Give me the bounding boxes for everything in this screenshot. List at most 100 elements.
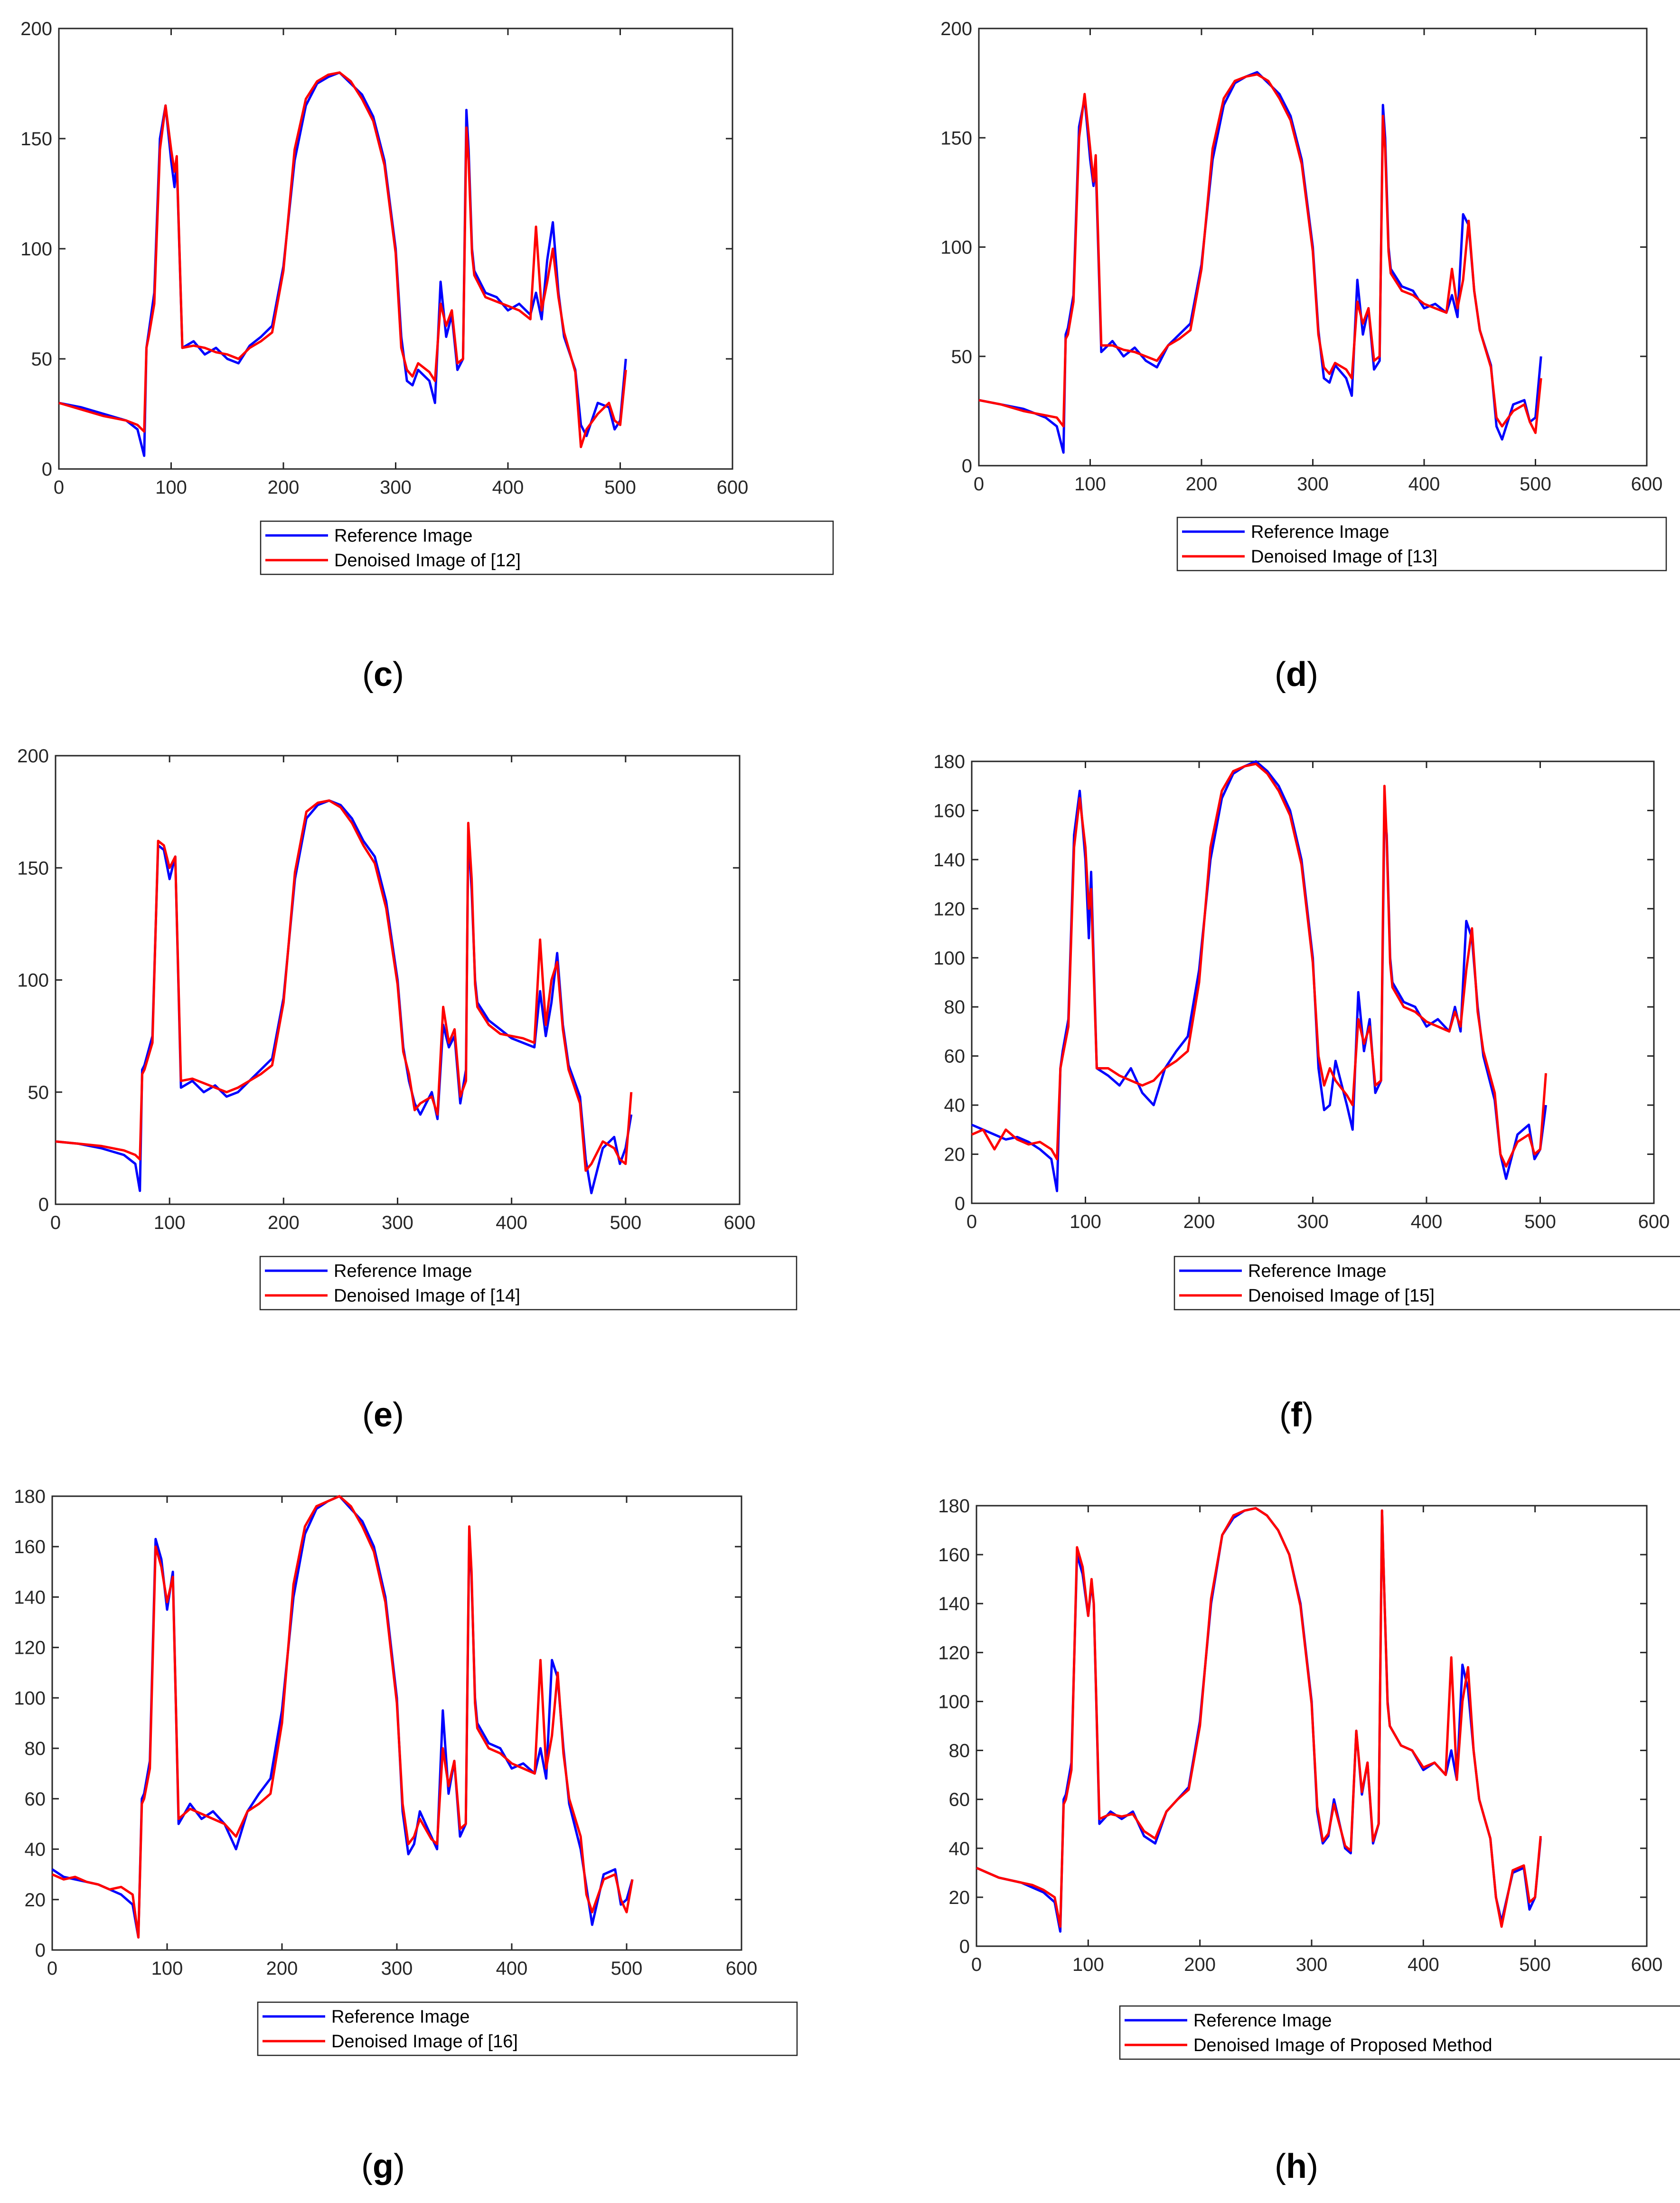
panel-g-ytick-label: 120: [14, 1638, 46, 1659]
panel-h-plot-area: [976, 1505, 1648, 1947]
panel-g-caption-letter: g: [373, 2147, 394, 2185]
panel-e-chart: 0 100 200 300 400 500 600 0 50 100 150 200 Reference…: [17, 746, 798, 1434]
panel-g-legend-box: [257, 2001, 798, 2056]
panel-c-chart: 0 100 200 300 400 500 600 0 50 100 150 200 Reference…: [20, 19, 834, 694]
panel-f-ytick-label: 140: [933, 850, 965, 871]
panel-d-ytick-label: 200: [940, 19, 972, 39]
panel-h-caption-letter: h: [1286, 2147, 1307, 2185]
panel-c-xtick-label: 200: [268, 477, 300, 498]
panel-d-caption-open: (: [1275, 656, 1286, 694]
panel-g-ytick-label: 160: [14, 1537, 46, 1557]
panel-f-legend-label-reference: Reference Image: [1248, 1261, 1387, 1281]
panel-e-xtick-label: 500: [610, 1212, 641, 1233]
panel-d-xtick-label: 100: [1074, 474, 1106, 495]
panel-d-chart: 0 100 200 300 400 500 600 0 50 100 150 200 Reference…: [940, 19, 1667, 694]
panel-f-caption-open: (: [1279, 1396, 1291, 1434]
panel-c-ytick-label: 50: [31, 349, 53, 370]
panel-g-ytick-label: 100: [14, 1688, 46, 1709]
panel-c-legend-box: [260, 520, 834, 575]
panel-c-xtick-label: 600: [717, 477, 749, 498]
panel-e-legend-label-reference: Reference Image: [334, 1261, 472, 1281]
panel-c-xtick-label: 0: [54, 477, 64, 498]
panel-h-legend-box: [1119, 2005, 1680, 2060]
panel-g-legend-label-reference: Reference Image: [331, 2007, 470, 2027]
panel-g-ytick-label: 60: [25, 1789, 46, 1809]
panel-f-caption-letter: f: [1291, 1396, 1303, 1434]
panel-e-xtick-label: 200: [268, 1212, 300, 1233]
panel-h-xtick-label: 400: [1408, 1954, 1439, 1975]
panel-d-xtick-label: 400: [1408, 474, 1440, 495]
panel-f-ytick-label: 160: [933, 800, 965, 821]
panel-h-caption-close: ): [1307, 2147, 1318, 2185]
panel-d-ytick-label: 0: [962, 456, 972, 477]
panel-e-xtick-label: 0: [50, 1212, 61, 1233]
panel-f-ytick-label: 0: [955, 1193, 965, 1214]
panel-h-ytick-label: 60: [949, 1790, 970, 1810]
panel-f-caption: (f): [1279, 1396, 1314, 1434]
panel-d-xtick-label: 500: [1520, 474, 1551, 495]
panel-c-xtick-label: 400: [492, 477, 524, 498]
panel-h-legend: Reference Image Denoised Image of Propose…: [1119, 2005, 1680, 2060]
panel-f-ytick-label: 120: [933, 899, 965, 919]
panel-c-denoised-line: [58, 71, 627, 449]
panel-h-ytick-label: 100: [938, 1691, 970, 1712]
panel-e-ytick-label: 0: [38, 1194, 49, 1215]
panel-c-legend: Reference Image Denoised Image of [12]: [260, 520, 834, 575]
panel-f-ytick-label: 180: [933, 751, 965, 772]
panel-f-caption-close: ): [1302, 1396, 1314, 1434]
panel-g-ytick-label: 180: [14, 1486, 46, 1507]
panel-h-ytick-label: 40: [949, 1838, 970, 1859]
panel-f-denoised-line: [971, 762, 1547, 1168]
panel-d-ytick-label: 100: [940, 237, 972, 258]
panel-h-ytick-label: 80: [949, 1741, 970, 1762]
panel-h-xtick-label: 500: [1519, 1954, 1551, 1975]
panel-f-xtick-label: 500: [1524, 1211, 1556, 1232]
panel-f-xtick-label: 300: [1297, 1211, 1329, 1232]
panel-g-chart: 0 100 200 300 400 500 600 0 20 40 60 80 100 120 140 160…: [14, 1486, 798, 2185]
panel-e-legend-box: [259, 1256, 798, 1311]
panel-e-caption: (e): [362, 1396, 404, 1434]
panel-c-xtick-label: 300: [380, 477, 412, 498]
panel-c-xtick-label: 100: [155, 477, 187, 498]
panel-h-legend-label-denoised: Denoised Image of Proposed Method: [1193, 2035, 1492, 2055]
panel-f-ytick-label: 60: [944, 1046, 966, 1067]
panel-g-xtick-label: 300: [381, 1958, 413, 1979]
panel-h-ytick-label: 180: [938, 1496, 970, 1517]
panel-h-ytick-label: 140: [938, 1594, 970, 1614]
panel-h-ytick-label: 0: [959, 1936, 970, 1957]
panel-h-xtick-label: 200: [1184, 1954, 1216, 1975]
panel-c-ytick-label: 0: [42, 459, 52, 480]
panel-f-ytick-label: 40: [944, 1095, 966, 1116]
panel-d-xtick-label: 0: [974, 474, 984, 495]
panel-h-caption-open: (: [1275, 2147, 1286, 2185]
panel-h-legend-label-reference: Reference Image: [1193, 2011, 1332, 2031]
panel-e-xtick-label: 100: [154, 1212, 186, 1233]
panel-d-caption: (d): [1275, 656, 1318, 694]
panel-g-xtick-label: 600: [726, 1958, 758, 1979]
panel-g-legend-label-denoised: Denoised Image of [16]: [331, 2032, 518, 2052]
panel-h-ytick-label: 20: [949, 1887, 970, 1908]
panel-e-ytick-label: 150: [17, 858, 49, 879]
panel-e-xtick-label: 600: [724, 1212, 756, 1233]
panel-d-legend-label-denoised: Denoised Image of [13]: [1251, 547, 1437, 567]
panel-g-ytick-label: 0: [35, 1940, 46, 1961]
panel-h-xtick-label: 300: [1296, 1954, 1328, 1975]
panel-d-denoised-line: [978, 73, 1542, 434]
panel-h-xtick-label: 600: [1631, 1954, 1663, 1975]
panel-c-legend-label-reference: Reference Image: [334, 526, 473, 546]
panel-h-xtick-label: 0: [971, 1954, 982, 1975]
panel-e-xtick-label: 400: [496, 1212, 527, 1233]
panel-h-chart: 0 100 200 300 400 500 600 0 20 40 60 80 100 120 140 160…: [938, 1496, 1680, 2185]
panel-e-denoised-line: [55, 799, 633, 1172]
panel-e-xtick-label: 300: [382, 1212, 413, 1233]
panel-f-legend-box: [1173, 1256, 1680, 1311]
panel-f-ytick-label: 20: [944, 1144, 966, 1165]
panel-c-xtick-label: 500: [604, 477, 636, 498]
panel-c-legend-label-denoised: Denoised Image of [12]: [334, 551, 521, 571]
panel-g-caption-open: (: [361, 2147, 373, 2185]
panel-g-caption-close: ): [394, 2147, 405, 2185]
panel-c-ytick-label: 150: [20, 129, 52, 150]
panel-g-legend: Reference Image Denoised Image of [16]: [257, 2001, 798, 2056]
panel-g-xtick-label: 200: [266, 1958, 298, 1979]
panel-f-xtick-label: 600: [1638, 1211, 1670, 1232]
